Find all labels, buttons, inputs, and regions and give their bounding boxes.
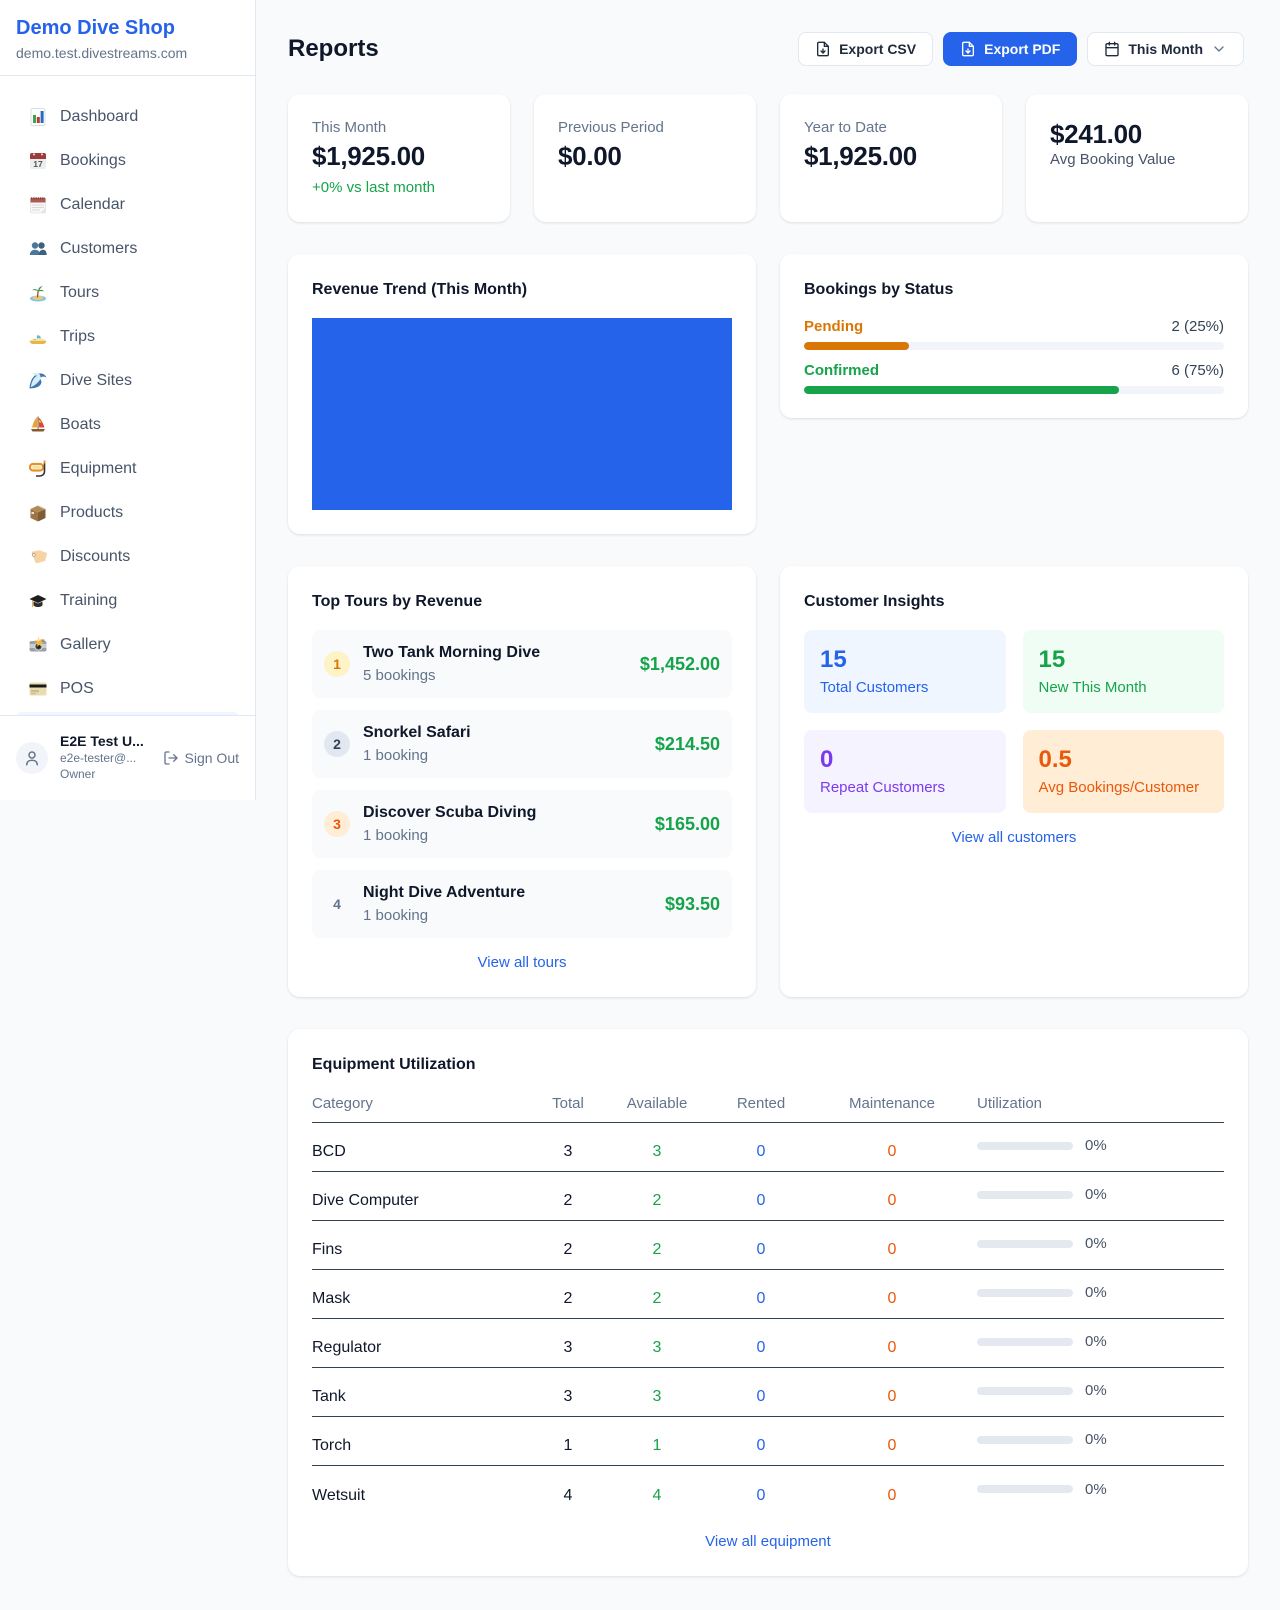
svg-text:17: 17 [33,159,43,169]
